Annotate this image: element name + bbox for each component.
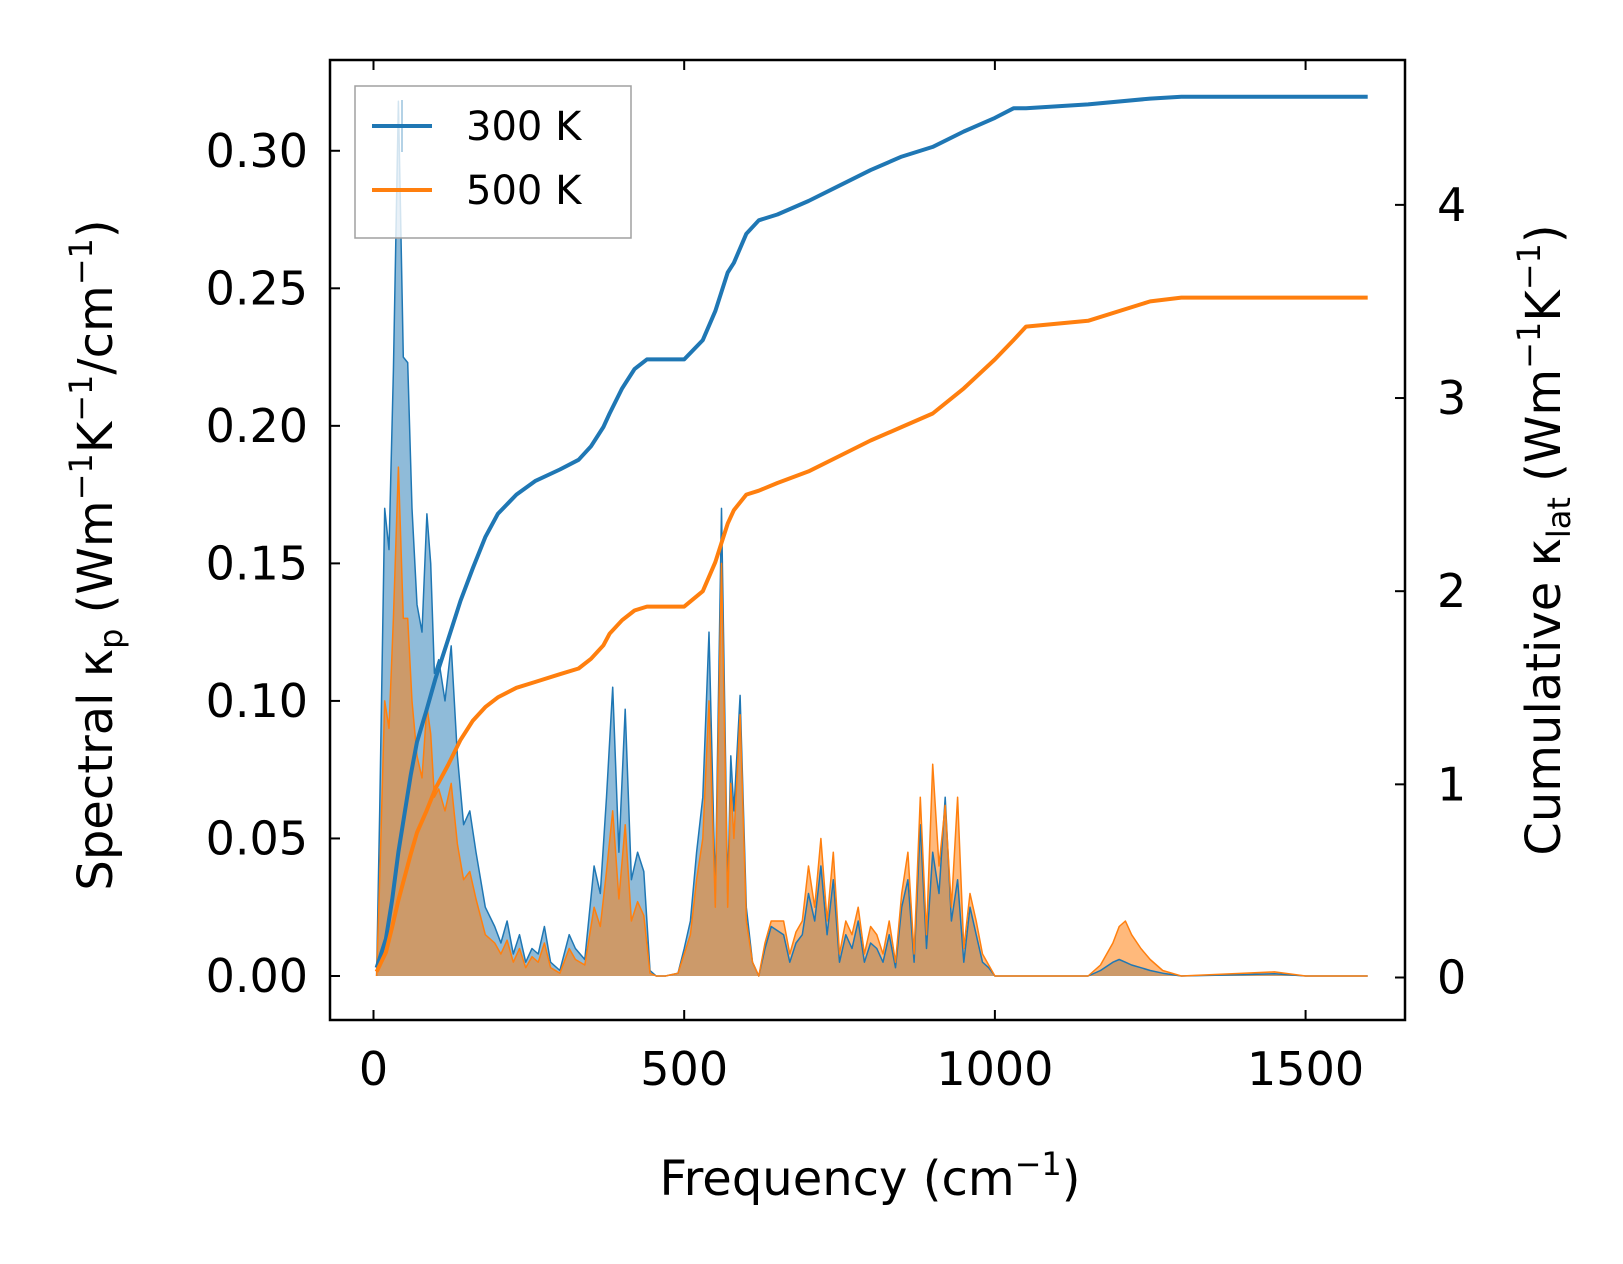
spectral-300k-area xyxy=(376,101,1368,977)
legend: 300 K 500 K xyxy=(354,85,632,239)
y-right-tick-label: 4 xyxy=(1437,178,1466,232)
legend-box xyxy=(354,85,632,239)
cumulative-300k-line xyxy=(374,94,1368,969)
y-left-tick-label: 0.15 xyxy=(206,536,308,590)
y-left-tick-label: 0.30 xyxy=(206,124,308,178)
x-tick-label: 500 xyxy=(640,1042,728,1096)
y-left-tick-label: 0.20 xyxy=(206,399,308,453)
y-right-tick-label: 2 xyxy=(1437,564,1466,618)
y-axis-right-label: Cumulative κlat (Wm−1K−1) xyxy=(1510,224,1578,855)
legend-label-500k: 500 K xyxy=(466,168,583,214)
y-left-tick-label: 0.10 xyxy=(206,674,308,728)
y-left-tick-label: 0.00 xyxy=(206,949,308,1003)
y-left-tick-label: 0.05 xyxy=(206,811,308,865)
x-tick-label: 1500 xyxy=(1247,1042,1364,1096)
x-tick-label: 0 xyxy=(359,1042,388,1096)
legend-label-300k: 300 K xyxy=(466,104,583,150)
y-right-tick-label: 1 xyxy=(1437,757,1466,811)
x-tick-label: 1000 xyxy=(936,1042,1053,1096)
cumulative-500k-line xyxy=(374,295,1368,973)
y-axis-left-label: Spectral κp (Wm−1K−1/cm−1) xyxy=(62,219,130,890)
y-right-tick-label: 3 xyxy=(1437,371,1466,425)
y-right-tick-label: 0 xyxy=(1437,951,1466,1005)
plot-frame xyxy=(328,58,1407,1022)
x-axis-label: Frequency (cm−1) xyxy=(659,1145,1080,1207)
series-lines xyxy=(374,94,1368,973)
spectral-500k-area xyxy=(376,467,1368,976)
spectral-fill-areas xyxy=(375,100,1368,977)
spectral-500k-line xyxy=(375,466,1368,977)
y-left-tick-label: 0.25 xyxy=(206,261,308,315)
axis-ticks: 0 500 1000 1500 0.00 0.05 0.10 0.15 0.20 0.25 0.30… xyxy=(206,60,1466,1096)
